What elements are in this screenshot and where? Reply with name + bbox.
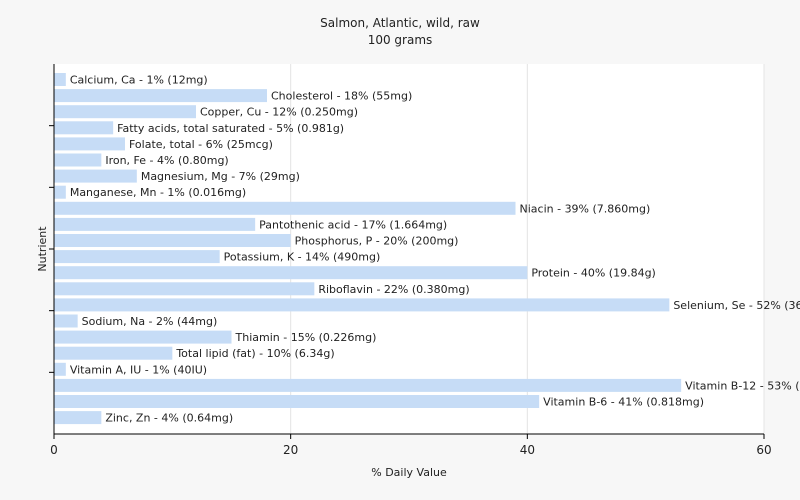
bar-label: Manganese, Mn - 1% (0.016mg) [70, 186, 246, 199]
bar-label: Phosphorus, P - 20% (200mg) [295, 235, 459, 248]
bar-label: Protein - 40% (19.84g) [531, 267, 656, 280]
bar [54, 378, 682, 392]
y-ticks [49, 125, 54, 373]
chart-title: Salmon, Atlantic, wild, raw [320, 16, 480, 30]
bar [54, 346, 173, 360]
bar-label: Calcium, Ca - 1% (12mg) [70, 74, 208, 87]
bar-label: Fatty acids, total saturated - 5% (0.981… [117, 122, 344, 135]
bar [54, 250, 220, 264]
bar-label: Vitamin B-12 - 53% (3.18mcg) [685, 379, 800, 392]
x-axis-label: % Daily Value [371, 466, 447, 479]
bar [54, 137, 125, 151]
bar-label: Selenium, Se - 52% (36.5mcg) [673, 299, 800, 312]
bar-label: Vitamin A, IU - 1% (40IU) [70, 363, 207, 376]
x-tick-label: 0 [50, 443, 58, 457]
bar-label: Niacin - 39% (7.860mg) [520, 202, 651, 215]
x-tick-label: 40 [520, 443, 535, 457]
bar-label: Zinc, Zn - 4% (0.64mg) [105, 412, 233, 425]
bar-label: Vitamin B-6 - 41% (0.818mg) [543, 396, 704, 409]
bar [54, 73, 66, 86]
bar [54, 395, 540, 408]
bars: Calcium, Ca - 1% (12mg) Cholesterol - 18%… [54, 73, 800, 425]
bar [54, 266, 528, 280]
bar [54, 89, 267, 103]
bar-label: Copper, Cu - 12% (0.250mg) [200, 106, 358, 119]
bar [54, 153, 102, 167]
bar [54, 105, 196, 119]
bar [54, 282, 315, 296]
bar [54, 201, 516, 215]
bar-label: Magnesium, Mg - 7% (29mg) [141, 170, 300, 183]
bar [54, 121, 114, 135]
bar [54, 298, 670, 312]
bar-label: Folate, total - 6% (25mcg) [129, 138, 273, 151]
x-tick-label: 60 [756, 443, 771, 457]
bar-label: Total lipid (fat) - 10% (6.34g) [175, 347, 334, 360]
bar [54, 217, 256, 231]
bar-label: Iron, Fe - 4% (0.80mg) [105, 154, 228, 167]
bar [54, 362, 66, 376]
bar-label: Thiamin - 15% (0.226mg) [235, 331, 377, 344]
bar-label: Cholesterol - 18% (55mg) [271, 90, 412, 103]
bar [54, 185, 66, 199]
bar [54, 314, 78, 328]
bar-label: Sodium, Na - 2% (44mg) [82, 315, 218, 328]
y-axis-label: Nutrient [36, 226, 49, 272]
chart-subtitle: 100 grams [368, 33, 433, 47]
x-ticks: 0 20 40 60 [50, 434, 772, 457]
grid [290, 64, 765, 434]
plot-area [54, 64, 764, 434]
bar [54, 330, 232, 344]
bar-label: Pantothenic acid - 17% (1.664mg) [259, 218, 447, 231]
x-tick-label: 20 [283, 443, 298, 457]
bar [54, 234, 291, 247]
bar [54, 169, 137, 183]
bar [54, 411, 102, 425]
bar-label: Riboflavin - 22% (0.380mg) [318, 283, 469, 296]
bar-label: Potassium, K - 14% (490mg) [224, 251, 381, 264]
